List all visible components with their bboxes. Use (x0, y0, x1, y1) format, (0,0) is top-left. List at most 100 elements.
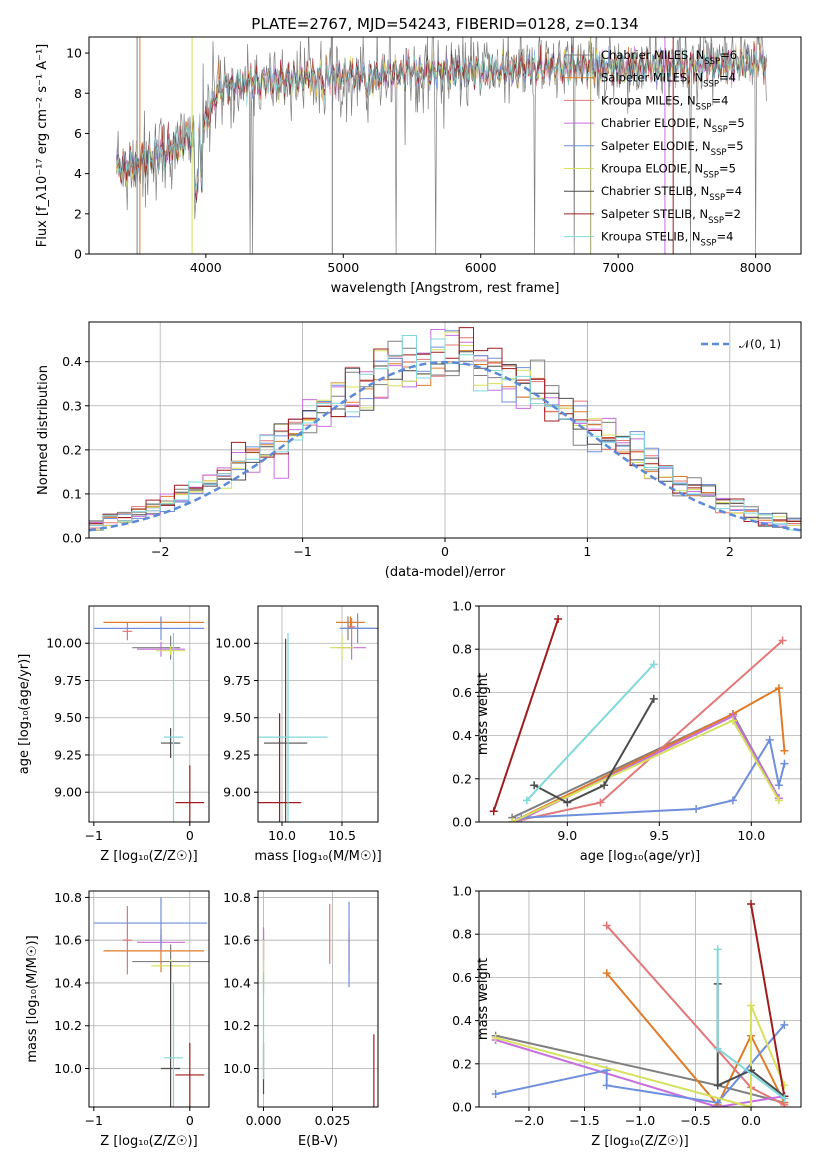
spectrum-line (116, 44, 767, 194)
weight-series (521, 737, 786, 819)
weight-marker (563, 798, 572, 807)
weight-marker (602, 921, 611, 930)
weight-marker (774, 781, 783, 790)
weight-marker (780, 759, 789, 768)
y-tick-label: 10.6 (54, 933, 82, 948)
y-tick-label: 9.00 (54, 785, 82, 800)
x-tick-label: 0 (441, 544, 449, 559)
y-tick-label: 9.75 (54, 673, 82, 688)
weight-marker (713, 1098, 722, 1107)
spectrum-line (116, 37, 767, 254)
weight-series (511, 686, 786, 822)
y-tick-label: 9.25 (223, 747, 251, 762)
weight-vs-Z-lines (491, 899, 789, 1107)
x-tick-label: −1 (85, 828, 103, 843)
y-tick-label: 0.4 (62, 354, 82, 369)
legend-value: =4 (719, 71, 736, 85)
y-tick-label: 10.0 (223, 1061, 251, 1076)
x-axis-label: mass [log₁₀(M/M☉)] (254, 849, 381, 864)
spectrum-frame (88, 36, 802, 255)
x-tick-label: −1 (85, 1113, 103, 1128)
y-tick-label: 0.0 (62, 531, 82, 546)
x-tick-label: 0.000 (246, 1113, 282, 1128)
legend-subscript: SSP (709, 193, 725, 203)
x-axis-label: Z [log₁₀(Z/Z☉)] (591, 1134, 688, 1149)
legend-value: =5 (727, 139, 744, 153)
weight-series (533, 698, 655, 804)
x-tick-label: 10.5 (328, 828, 356, 843)
weight-marker (765, 735, 774, 744)
legend-label: Kroupa STELIB, NSSP=4 (601, 230, 733, 249)
weight-marker (713, 945, 722, 954)
y-tick-label: 10.00 (215, 636, 251, 651)
weight-marker (780, 1094, 789, 1103)
weight-marker (728, 796, 737, 805)
y-tick-label: 10.8 (223, 890, 251, 905)
weight-marker (522, 796, 531, 805)
legend-label: Kroupa ELODIE, NSSP=5 (601, 162, 736, 181)
x-axis-label: (data-model)/error (385, 565, 506, 580)
x-tick-label: −0.5 (680, 1113, 710, 1128)
x-tick-label: 2 (726, 544, 734, 559)
legend-subscript: SSP (703, 171, 719, 181)
mass-vs-Z-frame (88, 890, 210, 1108)
y-axis-label: mass [log₁₀(M/M☉)] (25, 935, 40, 1062)
y-tick-label: 9.50 (54, 710, 82, 725)
weight-vs-age-lines (489, 614, 789, 822)
legend-subscript: SSP (711, 148, 727, 158)
y-tick-label: 0.2 (452, 1056, 472, 1071)
legend-subscript: SSP (701, 239, 717, 249)
weight-series (495, 1039, 785, 1107)
weight-marker (778, 636, 787, 645)
legend-value: =5 (728, 116, 745, 130)
y-axis-label: Flux [f_λ10⁻¹⁷ erg cm⁻² s⁻¹ A⁻¹] (35, 44, 50, 248)
y-tick-label: 9.25 (54, 747, 82, 762)
legend-value: =4 (711, 93, 728, 107)
weight-marker (692, 805, 701, 814)
y-tick-label: 10.4 (54, 975, 82, 990)
legend-subscript: SSP (704, 57, 720, 67)
age-vs-Z-axes (89, 606, 209, 822)
y-tick-label: 10.4 (223, 975, 251, 990)
y-tick-label: 9.75 (223, 673, 251, 688)
legend-label: Salpeter ELODIE, NSSP=5 (601, 139, 744, 158)
weight-marker (602, 969, 611, 978)
x-tick-label: −2.0 (514, 1113, 544, 1128)
x-axis-label: Z [log₁₀(Z/Z☉)] (100, 849, 197, 864)
weight-marker (774, 796, 783, 805)
x-tick-label: 0.025 (315, 1113, 351, 1128)
x-tick-label: 1 (583, 544, 591, 559)
x-tick-label: 6000 (465, 260, 497, 275)
x-tick-label: −1 (293, 544, 311, 559)
weight-marker (491, 1033, 500, 1042)
y-tick-label: 0.4 (452, 728, 472, 743)
residual-histograms (89, 327, 801, 536)
weight-marker (747, 1103, 756, 1107)
y-tick-label: 0.3 (62, 398, 82, 413)
y-tick-label: 0.8 (452, 927, 472, 942)
x-tick-label: 0 (186, 1113, 194, 1128)
age-vs-Z-frame (88, 605, 210, 823)
y-tick-label: 0.0 (452, 815, 472, 830)
y-tick-label: 0.6 (452, 970, 472, 985)
weight-marker (747, 1001, 756, 1010)
normal-reference-curve (89, 360, 801, 532)
y-axis-label: age [log₁₀(age/yr)] (17, 654, 32, 775)
y-tick-label: 10.0 (54, 1061, 82, 1076)
y-axis-label: mass weight (476, 958, 491, 1040)
weight-series (750, 903, 786, 1097)
mass-vs-EBV-points (262, 901, 375, 1107)
legend-subscript: SSP (703, 80, 719, 90)
x-tick-label: 5000 (327, 260, 359, 275)
histogram-series (89, 335, 801, 536)
x-axis-label: age [log₁₀(age/yr)] (580, 849, 701, 864)
weight-marker (602, 1081, 611, 1090)
weight-marker (780, 1020, 789, 1029)
weight-marker (747, 899, 756, 908)
x-tick-label: 8000 (740, 260, 772, 275)
weight-marker (713, 1044, 722, 1053)
legend-label: Salpeter STELIB, NSSP=2 (601, 207, 741, 226)
x-axis-label: Z [log₁₀(Z/Z☉)] (100, 1134, 197, 1149)
x-tick-label: 4000 (190, 260, 222, 275)
